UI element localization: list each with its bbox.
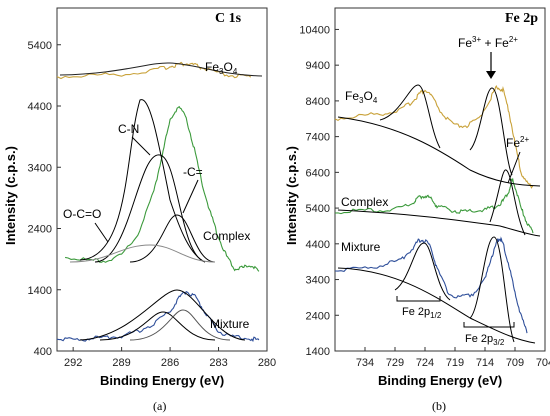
fit-envelope-complex	[79, 99, 206, 263]
arrow-oco	[94, 222, 109, 243]
a-xtick-label-4: 280	[258, 357, 276, 369]
bracket-2p32	[463, 322, 515, 328]
panel-a-series	[56, 61, 260, 343]
b-ytick-label-8: 9400	[306, 60, 330, 72]
a-ytick-label-4: 4400	[28, 101, 52, 113]
fit-b-fe3o4-p1	[379, 84, 441, 149]
b-xtick-label-0: 734	[356, 357, 374, 369]
label-b-mixture: Mixture	[341, 240, 381, 254]
b-ytick-label-4: 5400	[306, 203, 330, 215]
fit-b-complex-bg	[337, 209, 541, 237]
b-series-complex	[334, 177, 534, 234]
fit-c-eq-peak	[129, 214, 216, 263]
panel-b-letter: (b)	[432, 399, 446, 413]
fit-baseline-fe3o4	[59, 62, 263, 77]
panel-b-title: Fe 2p	[505, 11, 538, 26]
arrowhead-fe3-fe2-icon	[486, 71, 496, 79]
panel-a-fits	[59, 62, 263, 341]
label-a-fe3o4: Fe3O4	[205, 60, 238, 76]
label-fe2: Fe2+	[506, 135, 529, 150]
b-xtick-label-6: 704	[536, 357, 550, 369]
fit-mixture-b	[129, 309, 231, 341]
panel-a-letter: (a)	[153, 399, 166, 413]
a-xtick-label-2: 286	[161, 357, 179, 369]
b-ytick-label-2: 3400	[306, 275, 330, 287]
a-series-complex	[64, 105, 260, 272]
panel-a-yaxis: 400 1400 2400 3400 4400 5400	[28, 40, 61, 358]
b-ytick-label-1: 2400	[306, 310, 330, 322]
b-series-fe3o4	[334, 84, 534, 189]
label-2p32: Fe 2p3/2	[465, 333, 505, 347]
arrow-fe2	[507, 151, 521, 184]
label-2p12: Fe 2p1/2	[402, 306, 442, 320]
label-a-mixture: Mixture	[210, 317, 250, 331]
fit-b-mixture-p2	[469, 236, 515, 343]
panel-b-fits	[337, 84, 541, 344]
panel-b-series	[334, 84, 534, 334]
b-xtick-label-2: 724	[416, 357, 434, 369]
label-b-fe3o4: Fe3O4	[345, 89, 378, 105]
panel-a-xaxis: 292 289 286 283 280	[64, 347, 276, 369]
label-cn: C-N	[118, 122, 139, 136]
b-ytick-label-6: 7400	[306, 132, 330, 144]
panel-a-xlabel: Binding Energy (eV)	[100, 373, 224, 388]
fit-oco-peak	[69, 244, 216, 263]
a-ytick-label-2: 2400	[28, 224, 52, 236]
fit-cn-peak	[94, 154, 206, 263]
panel-a-ylabel: Intensity (c.p.s.)	[3, 146, 18, 245]
arrow-cn	[131, 136, 151, 156]
b-xtick-label-1: 729	[386, 357, 404, 369]
label-oco: O-C=O	[63, 207, 101, 221]
b-ytick-label-5: 6400	[306, 167, 330, 179]
fit-b-mixture-p1	[394, 242, 451, 301]
bracket-2p12	[396, 296, 441, 302]
a-xtick-label-0: 292	[64, 357, 82, 369]
label-c-double: -C=	[183, 165, 203, 179]
a-ytick-label-3: 3400	[28, 162, 52, 174]
fit-b-mixture-bg	[337, 267, 536, 344]
b-xtick-label-4: 714	[476, 357, 494, 369]
b-series-mixture	[334, 236, 528, 334]
b-ytick-label-7: 8400	[306, 96, 330, 108]
panel-a-title: C 1s	[215, 11, 242, 26]
b-ytick-label-9: 10400	[299, 24, 330, 36]
a-series-mixture	[56, 290, 260, 343]
arrow-c-double	[182, 179, 199, 214]
b-ytick-label-3: 4400	[306, 239, 330, 251]
label-b-complex: Complex	[341, 195, 388, 209]
a-ytick-label-5: 5400	[28, 40, 52, 52]
panel-b-frame	[334, 7, 546, 352]
a-xtick-label-3: 283	[209, 357, 227, 369]
a-xtick-label-1: 289	[112, 357, 130, 369]
fit-envelope-mixture	[79, 289, 246, 341]
panel-b-ylabel: Intensity (c.p.s.)	[284, 146, 299, 245]
a-ytick-label-1: 1400	[28, 285, 52, 297]
b-ytick-label-0: 1400	[306, 346, 330, 358]
a-ytick-label-0: 400	[34, 346, 52, 358]
b-xtick-label-3: 719	[446, 357, 464, 369]
fit-b-fe3o4-bg	[337, 116, 541, 187]
fit-b-fe3o4-p2	[469, 87, 513, 176]
fit-mixture-a	[99, 311, 216, 341]
panel-b-xaxis: 734 729 724 719 714 709 704	[356, 347, 550, 369]
panel-b-yaxis: 1400 2400 3400 4400 5400 6400 7400 8400 9400 1040…	[299, 24, 339, 358]
panel-a-frame	[56, 7, 268, 352]
label-a-complex: Complex	[203, 229, 250, 243]
panel-b-xlabel: Binding Energy (eV)	[378, 373, 502, 388]
label-fe3-fe2: Fe3+ + Fe2+	[458, 35, 518, 50]
b-xtick-label-5: 709	[506, 357, 524, 369]
fit-b-complex-p	[489, 169, 526, 236]
